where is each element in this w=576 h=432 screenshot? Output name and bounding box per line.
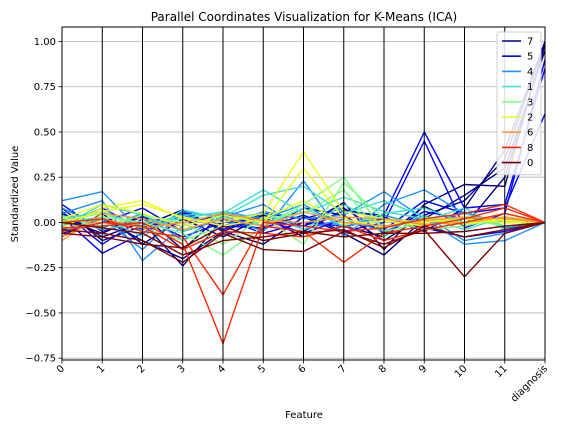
x-tick-label: diagnosis [509,363,550,404]
chart-title: Parallel Coordinates Visualization for K… [151,10,458,24]
x-tick-label: 10 [453,363,470,380]
legend-box [496,31,542,176]
legend-label-2: 2 [527,113,533,124]
x-tick-label: 6 [296,363,308,375]
x-tick-label: 2 [135,363,147,375]
y-tick-label: 0.25 [34,173,56,184]
y-tick-label: −0.75 [25,354,56,365]
legend-label-0: 0 [527,158,533,169]
y-tick-label: 0.00 [34,218,56,229]
x-tick-label: 1 [95,363,107,375]
legend-label-7: 7 [527,37,533,48]
x-tick-label: 0 [55,363,67,375]
x-tick-label: 5 [256,363,268,375]
y-tick-label: 1.00 [34,37,56,48]
y-tick-label: 0.50 [34,127,56,138]
legend-label-5: 5 [527,52,533,63]
legend-label-8: 8 [527,143,533,154]
x-tick-label: 4 [216,363,228,375]
legend-label-3: 3 [527,97,533,108]
x-tick-label: 3 [176,363,188,375]
y-axis-label: Standardized Value [10,146,21,243]
legend-label-4: 4 [527,67,533,78]
legend-label-6: 6 [527,128,533,139]
x-tick-label: 9 [417,363,429,375]
legend-label-1: 1 [527,82,533,93]
legend: 7 5 4 1 3 2 6 8 0 [496,31,542,176]
x-tick-label: 8 [377,363,389,375]
x-tick-label: 7 [337,363,349,375]
y-tick-label: −0.50 [25,308,56,319]
x-tick-label: 11 [493,363,510,380]
y-tick-label: −0.25 [25,263,56,274]
y-tick-label: 0.75 [34,82,56,93]
x-axis-label: Feature [285,410,323,421]
feature-axes-layer [61,27,546,360]
